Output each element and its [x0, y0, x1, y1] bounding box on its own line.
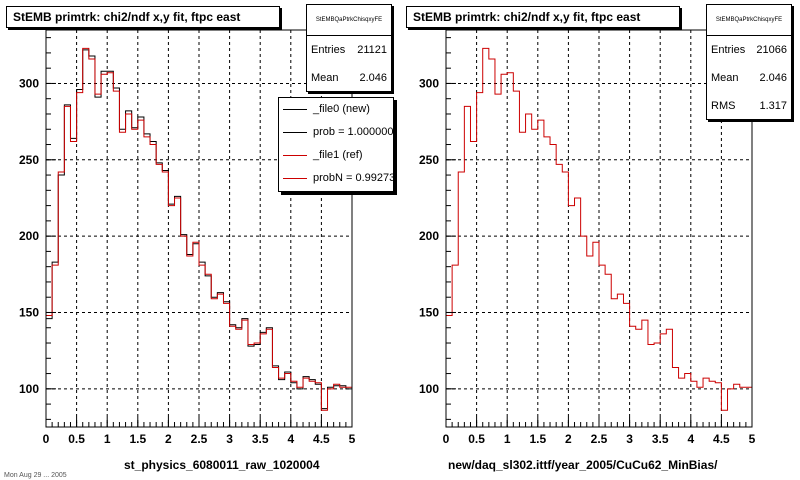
legend-entry-prob: prob = 1.000000 [279, 121, 393, 144]
right-stats-name: StEMBQaPtrkChisqxyFE [707, 5, 791, 36]
right-stats-mean-label: Mean [711, 72, 739, 84]
chart0-y-tick-label: 200 [19, 229, 39, 243]
left-stats-entries-value: 21121 [357, 44, 387, 56]
right-panel: 0 0.5 1 1.5 2 2.5 3 3.5 4 4.5 5 100 150 200 250 300 StE… [400, 0, 800, 480]
left-stats-box: StEMBQaPtrkChisqxyFE Entries 21121 Mean … [306, 4, 392, 92]
legend-label-probn: probN = 0.992732 [313, 172, 394, 184]
legend-swatch-new [283, 109, 307, 110]
chart0-y-tick-label: 150 [19, 305, 39, 319]
chart0-x-tick-label: 5 [349, 432, 356, 446]
chart1-y-tick-label: 100 [419, 382, 439, 396]
chart1-y-tick-label: 150 [419, 305, 439, 319]
right-stats-entries-row: Entries 21066 [707, 36, 791, 64]
chart1-x-tick-label: 4 [687, 432, 694, 446]
right-stats-box: StEMBQaPtrkChisqxyFE Entries 21066 Mean … [706, 4, 792, 120]
chart0-x-tick-label: 3.5 [252, 432, 269, 446]
left-panel: 0 0.5 1 1.5 2 2.5 3 3.5 4 4.5 5 100 150 200 250 300 StE… [6, 4, 394, 472]
right-chart-title: StEMB primtrk: chi2/ndf x,y fit, ftpc ea… [406, 6, 680, 28]
chart0-x-tick-label: 0.5 [68, 432, 85, 446]
left-stats-mean-label: Mean [311, 72, 339, 84]
right-stats-mean-value: 2.046 [759, 72, 787, 84]
left-stats-entries-row: Entries 21121 [307, 36, 391, 64]
chart1-x-tick-label: 3.5 [652, 432, 669, 446]
chart0-x-tick-label: 4.5 [313, 432, 330, 446]
chart1-x-tick-label: 5 [749, 432, 756, 446]
right-stats-mean-row: Mean 2.046 [707, 64, 791, 92]
chart0-y-tick-label: 300 [19, 76, 39, 90]
chart0-x-tick-label: 0 [43, 432, 50, 446]
footer-timestamp: Mon Aug 29 ... 2005 [4, 472, 67, 479]
chart0-x-tick-label: 3 [226, 432, 233, 446]
legend-entry-probn: probN = 0.992732 [279, 167, 393, 190]
chart0-x-tick-label: 2 [165, 432, 172, 446]
chart1-x-tick-label: 2 [565, 432, 572, 446]
left-stats-mean-row: Mean 2.046 [307, 64, 391, 92]
chart1-x-tick-label: 1 [504, 432, 511, 446]
legend-swatch-probn [283, 178, 307, 179]
legend-entry-ref: _file1 (ref) [279, 144, 393, 167]
legend-label-new: _file0 (new) [313, 103, 370, 115]
chart1-y-tick-label: 200 [419, 229, 439, 243]
legend-swatch-prob [283, 132, 307, 133]
right-stats-entries-value: 21066 [756, 44, 787, 56]
legend-label-ref: _file1 (ref) [313, 149, 363, 161]
chart1-y-tick-label: 300 [419, 76, 439, 90]
right-stats-entries-label: Entries [711, 44, 746, 56]
chart1-x-tick-label: 0 [443, 432, 450, 446]
chart1-x-tick-label: 1.5 [529, 432, 546, 446]
chart0-y-tick-label: 250 [19, 153, 39, 167]
chart1-x-tick-label: 4.5 [713, 432, 730, 446]
legend-entry-new: _file0 (new) [279, 98, 393, 121]
right-plot: 0 0.5 1 1.5 2 2.5 3 3.5 4 4.5 5 100 150 200 250 300 [419, 29, 756, 446]
right-stats-rms-value: 1.317 [759, 100, 787, 112]
left-plot: 0 0.5 1 1.5 2 2.5 3 3.5 4 4.5 5 100 150 200 250 300 [19, 29, 356, 446]
left-legend: _file0 (new) prob = 1.000000 _file1 (ref… [278, 97, 394, 192]
chart1-y-tick-label: 250 [419, 153, 439, 167]
chart0-x-tick-label: 2.5 [191, 432, 208, 446]
right-stats-rms-row: RMS 1.317 [707, 92, 791, 120]
chart0-y-tick-label: 100 [19, 382, 39, 396]
chart1-x-tick-label: 3 [626, 432, 633, 446]
left-chart-title: StEMB primtrk: chi2/ndf x,y fit, ftpc ea… [6, 6, 280, 28]
chart0-x-tick-label: 4 [287, 432, 294, 446]
chart0-x-tick-label: 1.5 [129, 432, 146, 446]
left-stats-mean-value: 2.046 [359, 72, 387, 84]
left-stats-entries-label: Entries [311, 44, 346, 56]
chart1-x-tick-label: 2.5 [591, 432, 608, 446]
left-x-axis-title: st_physics_6080011_raw_1020004 [124, 458, 320, 472]
legend-swatch-ref [283, 155, 307, 156]
chart1-series-0-line [446, 47, 752, 411]
chart0-x-tick-label: 1 [104, 432, 111, 446]
right-stats-rms-label: RMS [711, 100, 736, 112]
chart1-x-tick-label: 0.5 [468, 432, 485, 446]
left-stats-name: StEMBQaPtrkChisqxyFE [307, 5, 391, 36]
right-x-axis-title: new/daq_sl302.ittf/year_2005/CuCu62_MinB… [448, 458, 718, 472]
legend-label-prob: prob = 1.000000 [313, 126, 394, 138]
chart0-series-1-line [46, 47, 352, 411]
